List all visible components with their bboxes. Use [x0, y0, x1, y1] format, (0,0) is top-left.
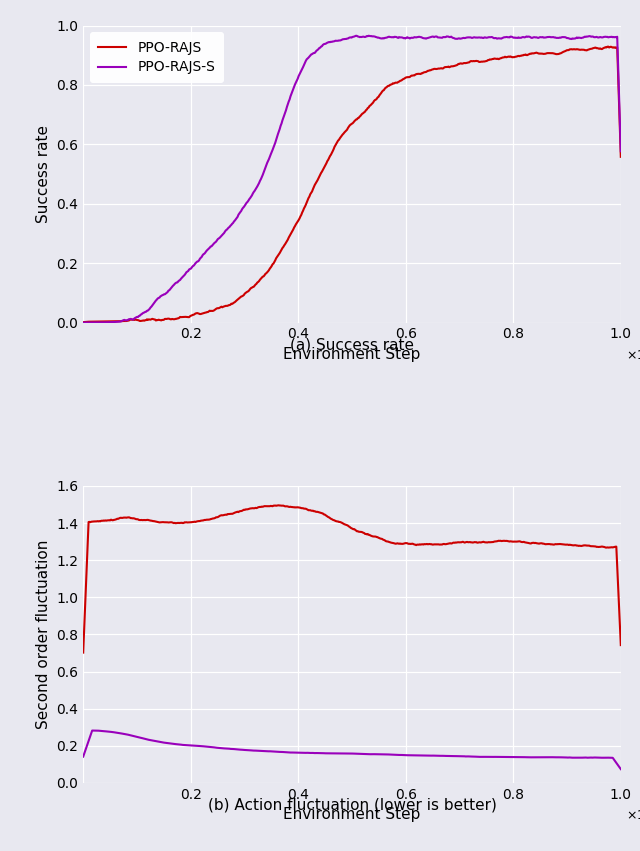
PPO-RAJS-S	[323, 38, 330, 49]
PPO-RAJS-S	[397, 32, 404, 43]
PPO-RAJS	[79, 317, 87, 328]
Text: $\times 10^8$: $\times 10^8$	[626, 807, 640, 823]
Title: (b) Action fluctuation (lower is better): (b) Action fluctuation (lower is better)	[207, 797, 497, 813]
Line: PPO-RAJS: PPO-RAJS	[83, 47, 621, 323]
PPO-RAJS	[396, 76, 404, 86]
PPO-RAJS-S	[365, 31, 372, 41]
X-axis label: Environment Step: Environment Step	[284, 808, 420, 822]
PPO-RAJS-S	[617, 146, 625, 157]
Y-axis label: Success rate: Success rate	[36, 125, 51, 223]
PPO-RAJS	[484, 55, 492, 66]
PPO-RAJS	[617, 151, 625, 162]
PPO-RAJS-S	[79, 317, 87, 328]
Text: $\times 10^8$: $\times 10^8$	[626, 346, 640, 363]
PPO-RAJS	[323, 158, 330, 168]
PPO-RAJS-S	[175, 276, 182, 286]
X-axis label: Environment Step: Environment Step	[284, 347, 420, 362]
Line: PPO-RAJS-S: PPO-RAJS-S	[83, 36, 621, 323]
PPO-RAJS	[604, 42, 612, 52]
PPO-RAJS	[438, 64, 446, 74]
Title: (a) Success rate: (a) Success rate	[290, 337, 414, 352]
Legend: PPO-RAJS, PPO-RAJS-S: PPO-RAJS, PPO-RAJS-S	[90, 32, 223, 83]
PPO-RAJS-S	[218, 231, 225, 241]
PPO-RAJS-S	[439, 32, 447, 43]
Y-axis label: Second order fluctuation: Second order fluctuation	[36, 540, 51, 729]
PPO-RAJS	[175, 313, 182, 323]
PPO-RAJS	[218, 301, 225, 311]
PPO-RAJS-S	[485, 32, 493, 43]
